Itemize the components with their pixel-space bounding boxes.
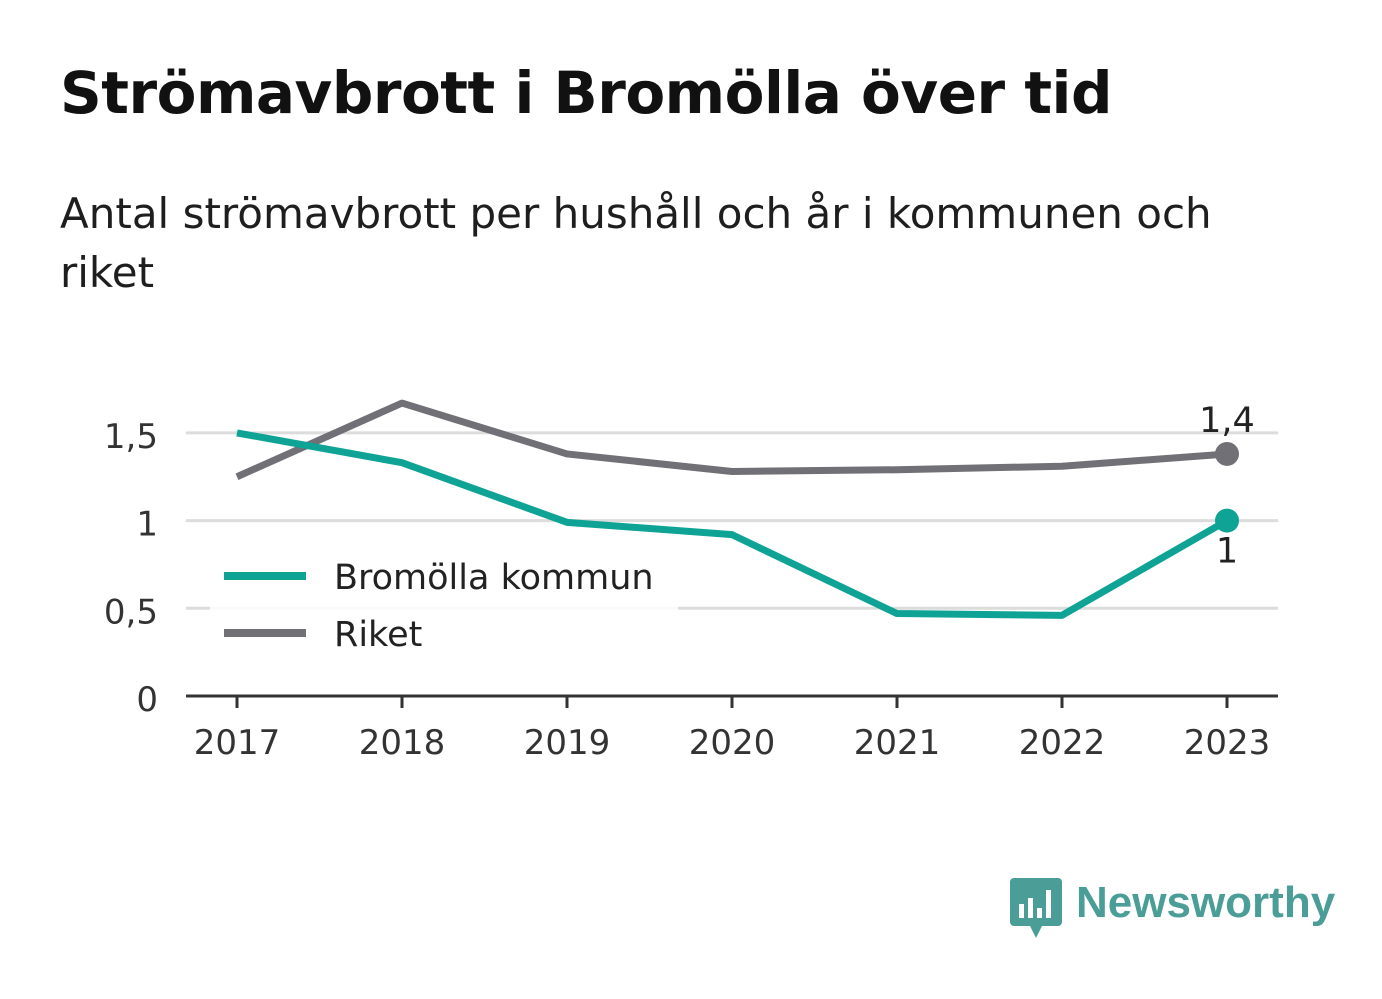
- y-tick-label: 1: [136, 505, 158, 545]
- end-labels: 1,41: [1199, 401, 1255, 572]
- chart-title: Strömavbrott i Bromölla över tid: [60, 59, 1112, 127]
- series-line-bromolla-kommun: [236, 429, 1229, 619]
- newsworthy-logo-icon: [1010, 878, 1062, 938]
- series-line-riket: [235, 399, 1228, 480]
- end-label-bromolla: 1: [1216, 532, 1238, 572]
- brand-name: Newsworthy: [1076, 878, 1336, 927]
- legend-label: Riket: [334, 615, 422, 655]
- x-tick-label: 2020: [689, 723, 776, 763]
- x-tick-label: 2019: [524, 723, 611, 763]
- y-tick-label: 0,5: [104, 592, 158, 632]
- x-tick-label: 2017: [194, 723, 281, 763]
- legend: Bromölla kommun Riket: [210, 548, 678, 663]
- legend-label: Bromölla kommun: [334, 558, 654, 598]
- legend-background: [210, 548, 678, 663]
- x-tick-label: 2018: [359, 723, 446, 763]
- newsworthy-brand: Newsworthy: [1010, 878, 1335, 940]
- y-tick-label: 0: [136, 680, 158, 720]
- x-tick-label: 2023: [1184, 723, 1271, 763]
- x-tick-label: 2022: [1019, 723, 1106, 763]
- series-lines: [235, 399, 1239, 619]
- y-tick-label: 1,5: [104, 417, 158, 457]
- x-tick-label: 2021: [854, 723, 941, 763]
- series-end-point: [1215, 441, 1239, 466]
- end-label-riket: 1,4: [1199, 401, 1255, 441]
- y-axis-ticks: 0 0,5 1 1,5: [104, 417, 158, 720]
- chart-subtitle: Antal strömavbrott per hushåll och år i …: [60, 189, 1212, 297]
- x-axis: 2017 2018 2019 2020 2021 2022 2023: [186, 694, 1278, 763]
- series-end-point: [1215, 508, 1239, 533]
